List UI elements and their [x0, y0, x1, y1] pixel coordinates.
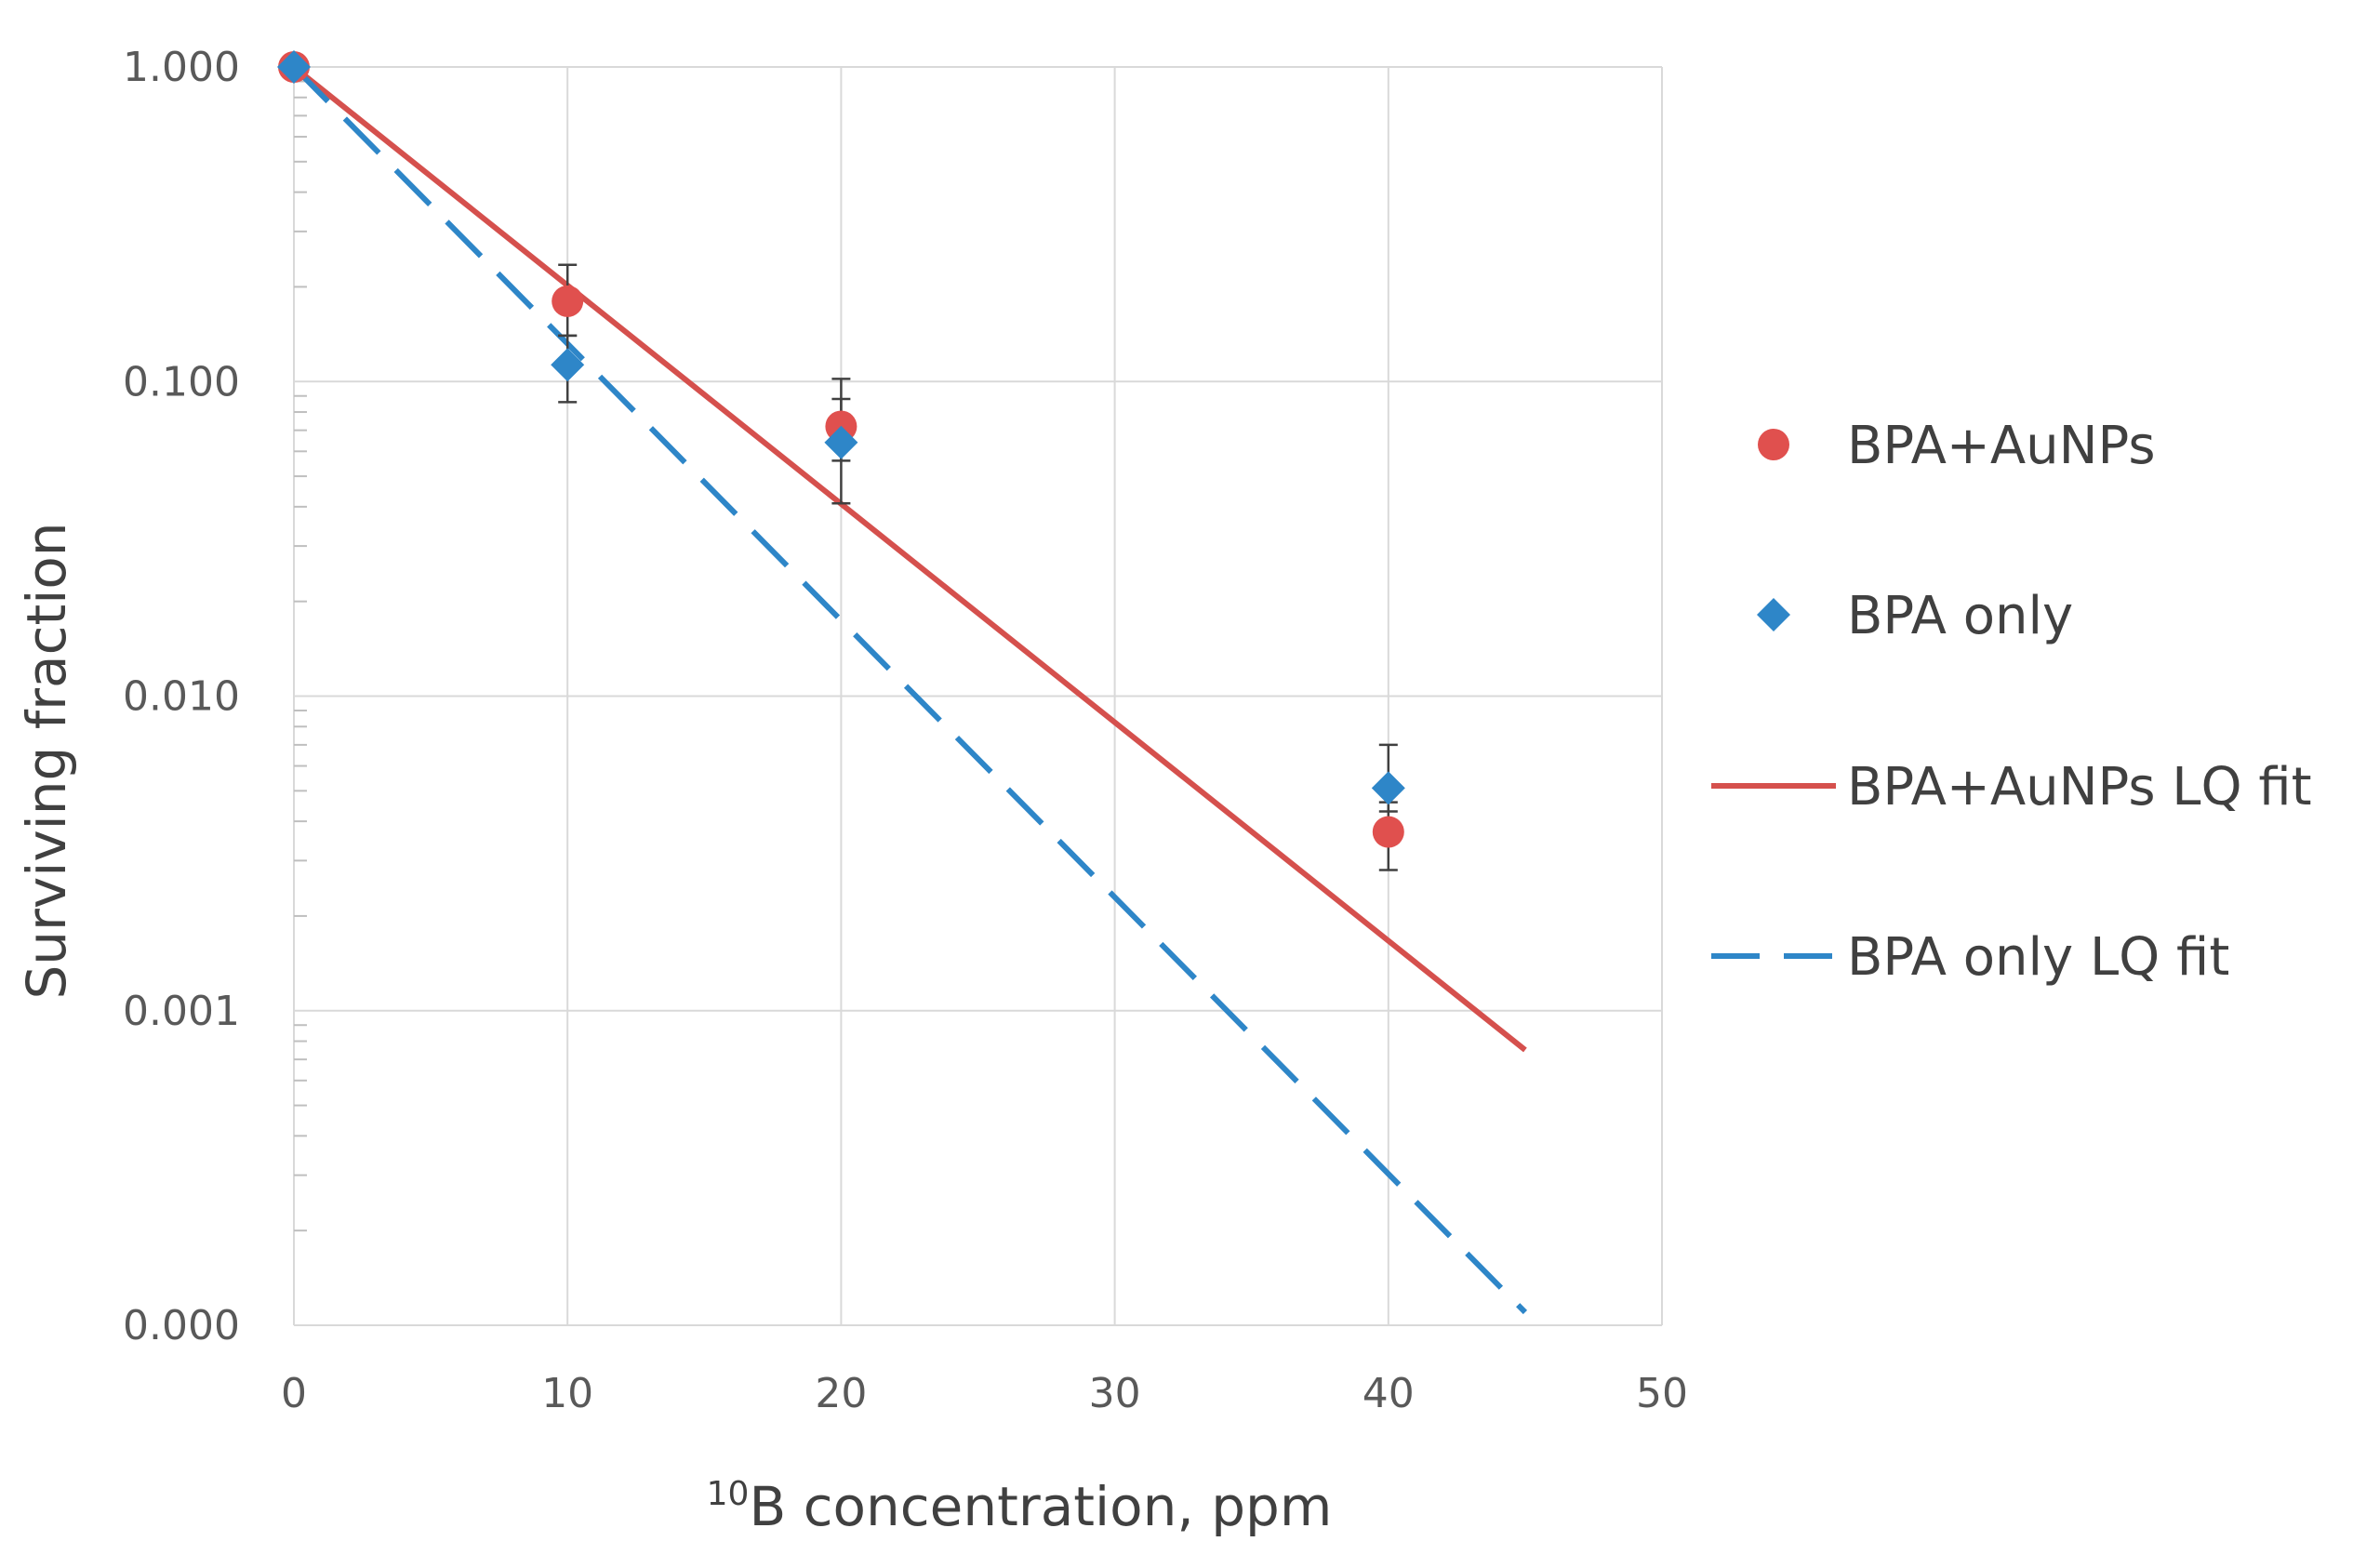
- legend-item-bpa-aunps-lq-fit: BPA+AuNPs LQ fit: [1711, 757, 2312, 817]
- x-tick-label: 10: [541, 1370, 593, 1417]
- bpa-only-point: [824, 425, 858, 459]
- y-axis-label: Surviving fraction: [15, 522, 78, 999]
- bpa-only-point: [1371, 771, 1405, 805]
- fit-lines: [291, 64, 1528, 1315]
- legend: BPA+AuNPs BPA only BPA+AuNPs LQ fit BPA onl…: [1711, 416, 2312, 988]
- x-tick-label: 0: [281, 1370, 307, 1417]
- legend-bpa-aunps-marker: [1758, 429, 1789, 460]
- x-axis-label-superscript: 10: [707, 1475, 750, 1513]
- legend-bpa-only-lq-fit-label: BPA only LQ fit: [1847, 927, 2229, 988]
- x-axis-label-text: B concentration, ppm: [749, 1475, 1332, 1538]
- y-tick-label: 0.000: [123, 1302, 240, 1349]
- y-tick-label: 0.001: [123, 988, 240, 1035]
- x-tick-label: 40: [1363, 1370, 1415, 1417]
- bpa-only-point: [551, 348, 585, 382]
- legend-item-bpa-only: BPA only: [1757, 586, 2073, 646]
- grid: [293, 66, 1663, 1326]
- x-tick-labels: 0 10 20 30 40 50: [281, 1370, 1688, 1417]
- y-tick-label: 0.100: [123, 358, 240, 405]
- legend-bpa-aunps-lq-fit-label: BPA+AuNPs LQ fit: [1847, 757, 2312, 817]
- bpa-aunps-lq-fit-line: [292, 64, 1527, 1053]
- legend-bpa-only-marker: [1757, 598, 1790, 631]
- y-tick-label: 1.000: [123, 44, 240, 91]
- legend-bpa-aunps-label: BPA+AuNPs: [1847, 416, 2156, 476]
- x-tick-label: 50: [1636, 1370, 1688, 1417]
- y-tick-labels: 1.000 0.100 0.010 0.001 0.000: [123, 44, 240, 1349]
- data-markers: [277, 50, 1405, 848]
- bpa-aunps-point: [1372, 816, 1404, 848]
- legend-item-bpa-only-lq-fit: BPA only LQ fit: [1711, 927, 2229, 988]
- x-tick-label: 20: [815, 1370, 867, 1417]
- x-axis-label: 10B concentration, ppm: [707, 1475, 1333, 1538]
- legend-item-bpa-aunps: BPA+AuNPs: [1758, 416, 2156, 476]
- bpa-only-point: [277, 50, 311, 84]
- y-tick-label: 0.010: [123, 673, 240, 721]
- x-tick-label: 30: [1089, 1370, 1141, 1417]
- legend-bpa-only-label: BPA only: [1847, 586, 2073, 646]
- y-minor-ticks: [294, 80, 307, 1232]
- bpa-only-lq-fit-line: [291, 64, 1528, 1315]
- bpa-aunps-point: [552, 285, 584, 317]
